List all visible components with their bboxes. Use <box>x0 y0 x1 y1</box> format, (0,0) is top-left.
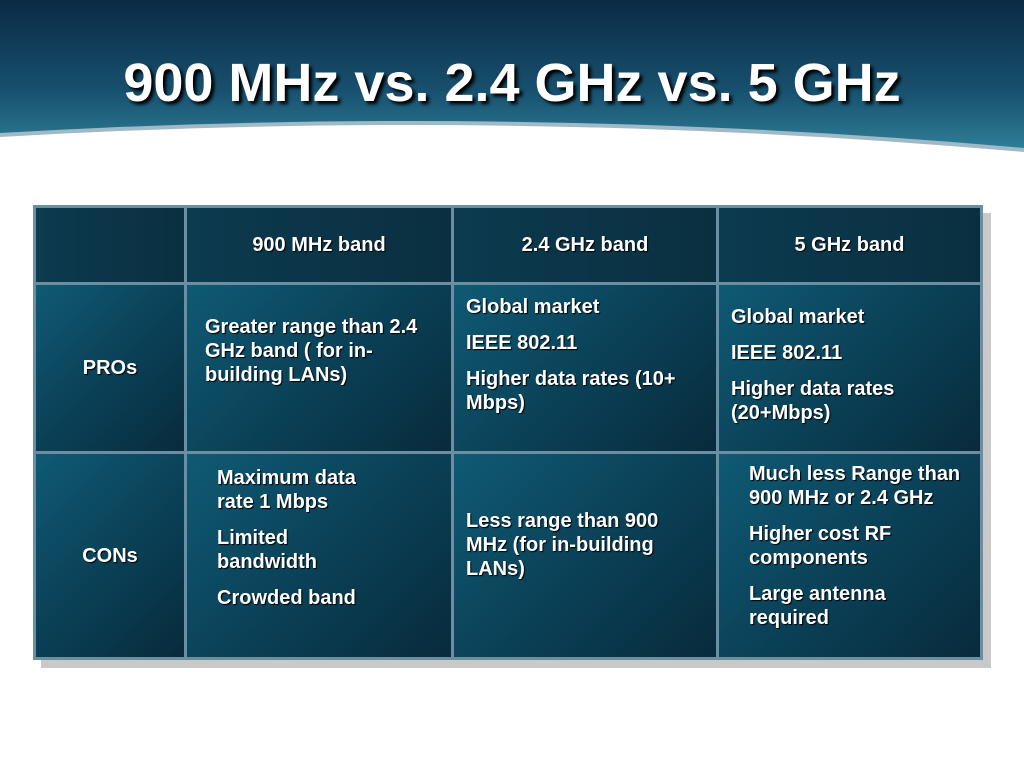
row-label: PROs <box>36 285 184 451</box>
table-cell: Much less Range than 900 MHz or 2.4 GHz H… <box>719 454 980 657</box>
header-cell: 900 MHz band <box>187 208 451 282</box>
cell-item: Global market <box>466 296 600 318</box>
cell-item: Higher data rates (20+Mbps) <box>731 378 895 424</box>
row-label: CONs <box>36 454 184 657</box>
cell-item: Higher data rates (10+ Mbps) <box>466 368 676 414</box>
cell-item: Maximum data rate 1 Mbps <box>217 467 356 513</box>
table-cell: Maximum data rate 1 Mbps Limited bandwidt… <box>187 454 451 657</box>
cell-item: Crowded band <box>217 587 356 609</box>
table-cell: Greater range than 2.4 GHz band ( for in… <box>187 285 451 451</box>
cell-item: IEEE 802.11 <box>466 332 578 354</box>
cell-item: Global market <box>731 306 865 328</box>
slide-title: 900 MHz vs. 2.4 GHz vs. 5 GHz <box>123 53 901 113</box>
cell-item: Higher cost RF components <box>749 523 892 569</box>
header-cell: 5 GHz band <box>719 208 980 282</box>
cell-item: IEEE 802.11 <box>731 342 843 364</box>
header-cell: 2.4 GHz band <box>454 208 716 282</box>
title-banner <box>0 0 1024 152</box>
table-cell: Global market IEEE 802.11 Higher data rate… <box>454 285 716 451</box>
header-cell <box>36 208 184 282</box>
comparison-table: 900 MHz band 2.4 GHz band 5 GHz band PROs Gr… <box>33 205 983 660</box>
cell-item: Less range than 900 MHz (for in-building… <box>466 510 659 580</box>
table-cell: Less range than 900 MHz (for in-building… <box>454 454 716 657</box>
cell-item: Limited bandwidth <box>217 527 317 573</box>
cell-item: Much less Range than 900 MHz or 2.4 GHz <box>749 463 961 509</box>
table-cell: Global market IEEE 802.11 Higher data rate… <box>719 285 980 451</box>
cell-item: Large antenna required <box>749 583 886 629</box>
cell-item: Greater range than 2.4 GHz band ( for in… <box>205 316 418 386</box>
